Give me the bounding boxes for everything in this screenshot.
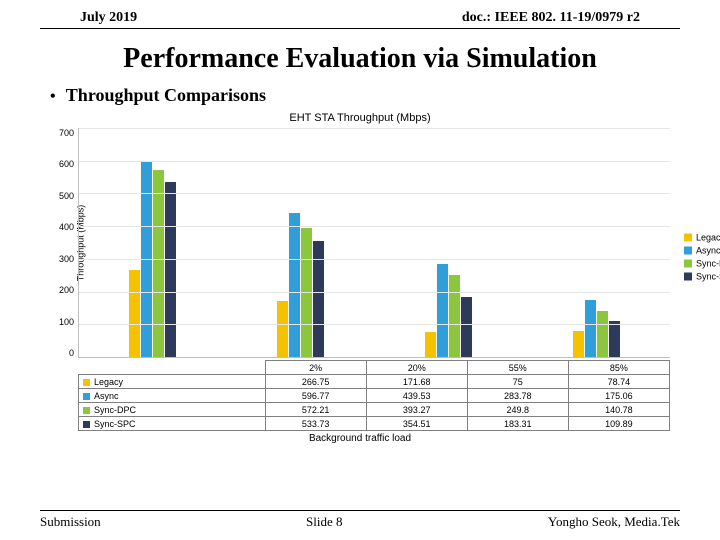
- bar: [289, 213, 300, 357]
- gridline: [79, 128, 670, 129]
- legend-label: Sync-DPC: [696, 258, 720, 268]
- legend-label: Async: [696, 245, 720, 255]
- bar: [129, 270, 140, 357]
- table-cell: 596.77: [265, 389, 366, 403]
- bar: [437, 264, 448, 357]
- footer-right: Yongho Seok, Media.Tek: [548, 514, 680, 530]
- y-ticks: 700 600 500 400 300 200 100 0: [50, 128, 78, 358]
- legend-swatch-icon: [684, 246, 692, 254]
- bar: [585, 300, 596, 357]
- legend-label: Sync-SPC: [696, 271, 720, 281]
- y-tick: 600: [59, 159, 74, 169]
- table-header: 2%: [265, 361, 366, 375]
- bar-group: [227, 128, 375, 357]
- table-row: Async 596.77439.53283.78175.06: [79, 389, 670, 403]
- y-tick: 700: [59, 128, 74, 138]
- table-cell: 75: [467, 375, 568, 389]
- bullet-dot-icon: •: [50, 88, 56, 105]
- table-cell: 439.53: [366, 389, 467, 403]
- table-cell: 171.68: [366, 375, 467, 389]
- table-header: 20%: [366, 361, 467, 375]
- table-row: Sync-DPC 572.21393.27249.8140.78: [79, 403, 670, 417]
- chart-title: EHT STA Throughput (Mbps): [0, 112, 720, 124]
- y-tick: 300: [59, 254, 74, 264]
- table-cell: 109.89: [568, 417, 669, 431]
- row-swatch-icon: [83, 393, 90, 400]
- row-label: Legacy: [94, 377, 123, 387]
- gridline: [79, 324, 670, 325]
- bar: [461, 297, 472, 357]
- header-bar: July 2019 doc.: IEEE 802. 11-19/0979 r2: [40, 0, 680, 29]
- header-date: July 2019: [80, 10, 137, 26]
- table-header: 85%: [568, 361, 669, 375]
- bar: [153, 170, 164, 357]
- y-tick: 0: [69, 348, 74, 358]
- table-cell: 354.51: [366, 417, 467, 431]
- table-row: Legacy 266.75171.687578.74: [79, 375, 670, 389]
- table-cell: 393.27: [366, 403, 467, 417]
- legend-swatch-icon: [684, 233, 692, 241]
- header-docnum: doc.: IEEE 802. 11-19/0979 r2: [462, 10, 640, 26]
- table-header: 55%: [467, 361, 568, 375]
- bar: [301, 228, 312, 357]
- data-table: 2%20%55%85%Legacy266.75171.687578.74Asyn…: [78, 360, 670, 431]
- table-cell: 533.73: [265, 417, 366, 431]
- row-label: Sync-DPC: [94, 405, 136, 415]
- legend-item: Legacy: [684, 232, 720, 242]
- bar: [449, 275, 460, 357]
- bar-group: [79, 128, 227, 357]
- row-label: Sync-SPC: [94, 419, 136, 429]
- y-tick: 400: [59, 222, 74, 232]
- chart-area: Throughput (Mbps) 7006005004003002001000…: [50, 128, 670, 358]
- page-title: Performance Evaluation via Simulation: [0, 43, 720, 75]
- plot-area: [78, 128, 670, 358]
- legend-swatch-icon: [684, 272, 692, 280]
- row-swatch-icon: [83, 407, 90, 414]
- bar: [277, 301, 288, 357]
- table-cell: 175.06: [568, 389, 669, 403]
- bar: [597, 311, 608, 357]
- y-tick: 500: [59, 191, 74, 201]
- x-axis-label: Background traffic load: [0, 433, 720, 444]
- bar-group: [375, 128, 523, 357]
- bar: [573, 331, 584, 357]
- bar: [425, 332, 436, 357]
- bar-group: [522, 128, 670, 357]
- footer-center: Slide 8: [306, 514, 342, 530]
- gridline: [79, 226, 670, 227]
- legend-item: Sync-SPC: [684, 271, 720, 281]
- gridline: [79, 292, 670, 293]
- footer-bar: Submission Slide 8 Yongho Seok, Media.Te…: [40, 510, 680, 530]
- table-cell: 249.8: [467, 403, 568, 417]
- legend-swatch-icon: [684, 259, 692, 267]
- bullet-row: • Throughput Comparisons: [0, 85, 720, 106]
- table-row: Sync-SPC 533.73354.51183.31109.89: [79, 417, 670, 431]
- table-cell: 78.74: [568, 375, 669, 389]
- gridline: [79, 161, 670, 162]
- row-swatch-icon: [83, 421, 90, 428]
- table-cell: 572.21: [265, 403, 366, 417]
- footer-left: Submission: [40, 514, 101, 530]
- y-tick: 100: [59, 317, 74, 327]
- legend-item: Sync-DPC: [684, 258, 720, 268]
- gridline: [79, 259, 670, 260]
- row-label: Async: [94, 391, 119, 401]
- legend: Legacy Async Sync-DPC Sync-SPC: [684, 229, 720, 284]
- row-swatch-icon: [83, 379, 90, 386]
- y-tick: 200: [59, 285, 74, 295]
- bullet-text: Throughput Comparisons: [66, 85, 266, 105]
- bar: [609, 321, 620, 357]
- table-cell: 283.78: [467, 389, 568, 403]
- table-cell: 140.78: [568, 403, 669, 417]
- table-cell: 183.31: [467, 417, 568, 431]
- legend-label: Legacy: [696, 232, 720, 242]
- gridline: [79, 193, 670, 194]
- table-cell: 266.75: [265, 375, 366, 389]
- legend-item: Async: [684, 245, 720, 255]
- bar: [165, 182, 176, 357]
